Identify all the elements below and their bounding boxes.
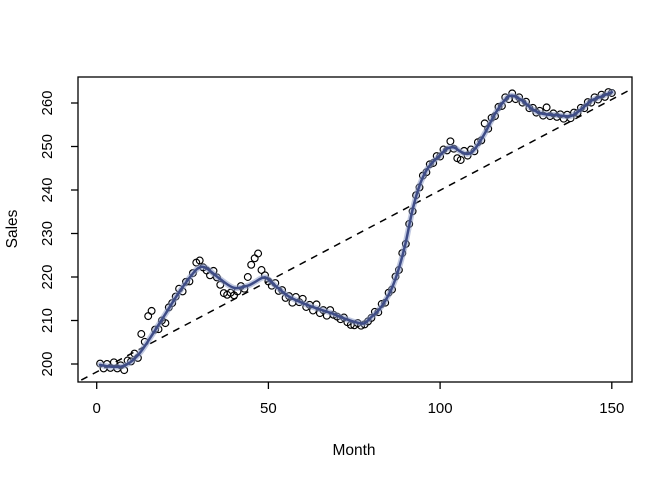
y-tick-label: 260 [39, 90, 56, 115]
data-point [195, 256, 204, 265]
data-point [456, 156, 465, 164]
y-tick-label: 200 [39, 351, 56, 376]
y-tick-label: 230 [39, 221, 56, 246]
data-point [137, 330, 146, 338]
data-point [257, 266, 266, 274]
axis-ticks: 0 50 100 150 200 210 220 230 240 250 260 [39, 90, 624, 417]
data-point [254, 249, 263, 258]
x-axis-title: Month [332, 442, 375, 459]
x-tick-label: 0 [93, 400, 101, 417]
trend-dashed-line [80, 89, 630, 381]
smooth-dark-line [98, 90, 614, 369]
data-point [243, 273, 252, 281]
data-point [542, 103, 551, 112]
lowess-smooth-line [97, 89, 615, 370]
plot-border-box [77, 76, 633, 383]
data-point [247, 260, 256, 269]
y-tick-label: 210 [39, 308, 56, 333]
y-tick-label: 220 [39, 264, 56, 289]
y-axis-title: Sales [4, 209, 21, 248]
y-tick-label: 250 [39, 134, 56, 159]
data-point [446, 137, 455, 146]
x-tick-label: 100 [428, 400, 453, 417]
data-point [250, 254, 259, 263]
x-tick-label: 50 [260, 400, 277, 417]
data-point [147, 306, 156, 315]
y-tick-label: 240 [39, 177, 56, 202]
x-tick-label: 150 [599, 400, 624, 417]
linear-trend-line [80, 89, 630, 381]
